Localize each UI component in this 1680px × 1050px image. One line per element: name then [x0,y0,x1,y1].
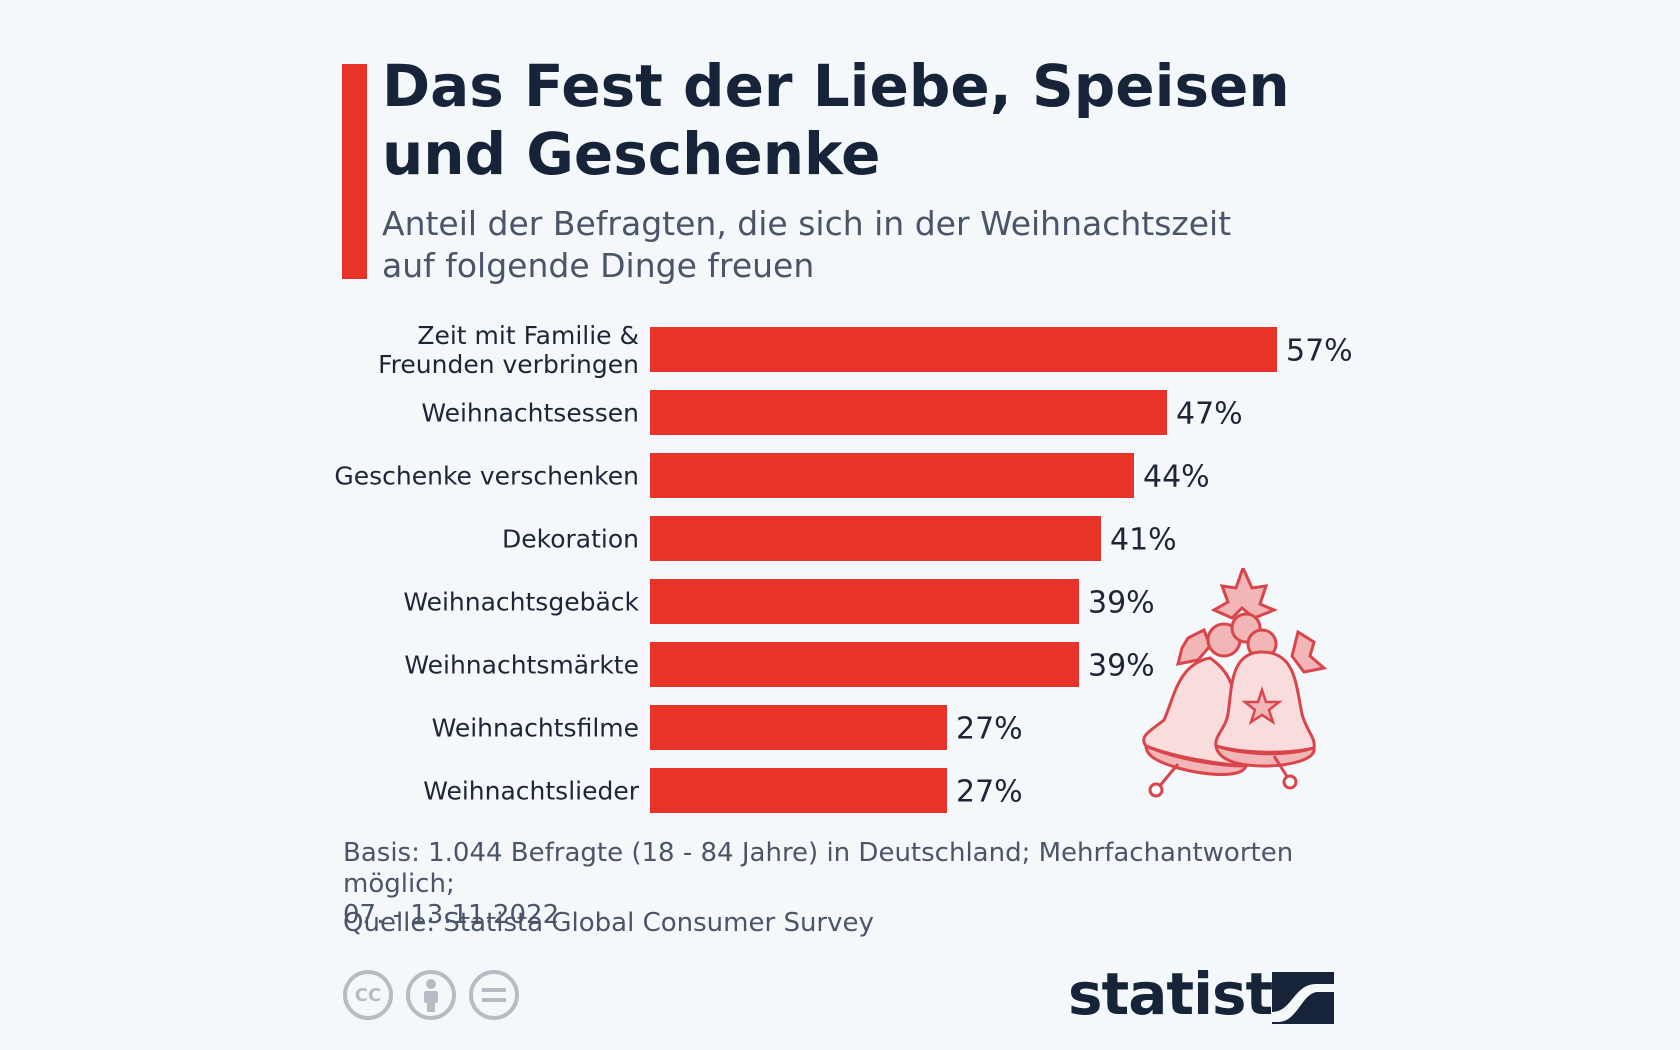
bar-1 [650,390,1167,435]
source-note: Quelle: Statista Global Consumer Survey [343,908,874,938]
cc-icon-text: CC [354,984,382,1006]
title-accent-bar [342,64,367,279]
value-label-3: 41% [1110,523,1177,558]
title-line-1: Das Fest der Liebe, Speisen [382,52,1290,120]
value-label-7: 27% [956,775,1023,810]
statista-logo-text[interactable]: statista [1068,960,1311,1028]
value-label-0: 57% [1286,334,1353,369]
cc-icon[interactable]: CC [343,970,393,1020]
basis-line-2: 07. - 13.11.2022 [343,900,560,930]
category-label-5: Weihnachtsmärkte [404,651,639,680]
basis-note: Basis: 1.044 Befragte (18 - 84 Jahre) in… [343,838,1343,931]
bar-4 [650,579,1079,624]
subtitle-line-2: auf folgende Dinge freuen [382,246,815,285]
category-label-3: Dekoration [502,525,639,554]
category-label-6: Weihnachtsfilme [432,714,639,743]
bar-6 [650,705,947,750]
category-label-2: Geschenke verschenken [334,462,639,491]
value-label-2: 44% [1143,460,1210,495]
value-label-1: 47% [1176,397,1243,432]
value-label-4: 39% [1088,586,1155,621]
bar-7 [650,768,947,813]
bar-3 [650,516,1101,561]
attribution-icon[interactable] [406,970,456,1020]
statista-logo-icon [1272,972,1334,1024]
chart-title: Das Fest der Liebe, Speisen und Geschenk… [382,52,1382,188]
category-label-4: Weihnachtsgebäck [403,588,639,617]
bar-0 [650,327,1277,372]
no-derivatives-icon[interactable] [469,970,519,1020]
chart-subtitle: Anteil der Befragten, die sich in der We… [382,203,1282,287]
category-label-1: Weihnachtsessen [421,399,639,428]
category-label-0-line-0: Zeit mit Familie & [417,321,639,350]
category-label-7: Weihnachtslieder [423,777,640,806]
bar-5 [650,642,1079,687]
basis-line-1: Basis: 1.044 Befragte (18 - 84 Jahre) in… [343,838,1294,899]
title-line-2: und Geschenke [382,120,881,188]
bar-2 [650,453,1134,498]
category-label-0-line-1: Freunden verbringen [378,350,639,379]
christmas-bells-icon [1142,568,1328,798]
value-label-6: 27% [956,712,1023,747]
subtitle-line-1: Anteil der Befragten, die sich in der We… [382,204,1232,243]
value-label-5: 39% [1088,649,1155,684]
